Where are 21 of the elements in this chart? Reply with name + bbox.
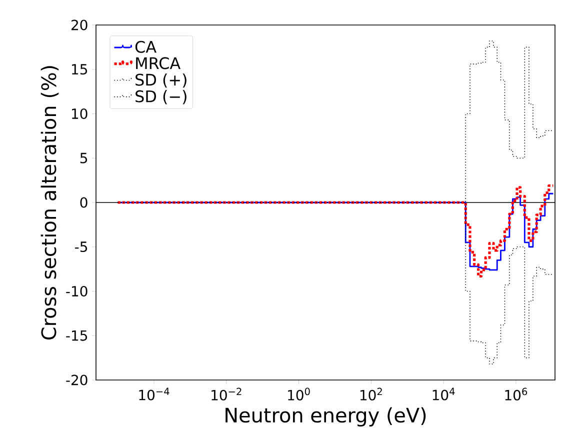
legend-label: SD (−) — [136, 90, 186, 104]
y-tick-label: 20 — [72, 20, 88, 30]
y-tick-label: 15 — [72, 64, 88, 75]
legend-label: SD (+) — [136, 73, 186, 88]
y-tick-label: -15 — [66, 330, 88, 341]
y-tick-label: -5 — [75, 242, 88, 252]
legend-label: MRCA — [136, 57, 180, 70]
x-axis-title: Neutron energy (eV) — [226, 407, 426, 427]
legend-label: CA — [135, 40, 156, 53]
y-tick-label: -20 — [66, 374, 88, 386]
y-axis-title: Cross section alteration (%) — [40, 66, 59, 340]
x-tick-label: 10$^{0}$ — [288, 388, 310, 400]
y-tick-label: 0 — [80, 197, 88, 208]
x-tick-label: 10$^{4}$ — [432, 388, 455, 400]
y-tick-label: 5 — [80, 152, 88, 164]
x-tick-label: 10$^{−2}$ — [212, 388, 242, 400]
x-tick-label: 10$^{−4}$ — [139, 388, 170, 400]
x-tick-label: 10$^{6}$ — [505, 388, 528, 400]
x-tick-label: 10$^{2}$ — [360, 388, 382, 400]
y-tick-label: -10 — [66, 286, 88, 297]
y-tick-label: 10 — [72, 108, 88, 120]
